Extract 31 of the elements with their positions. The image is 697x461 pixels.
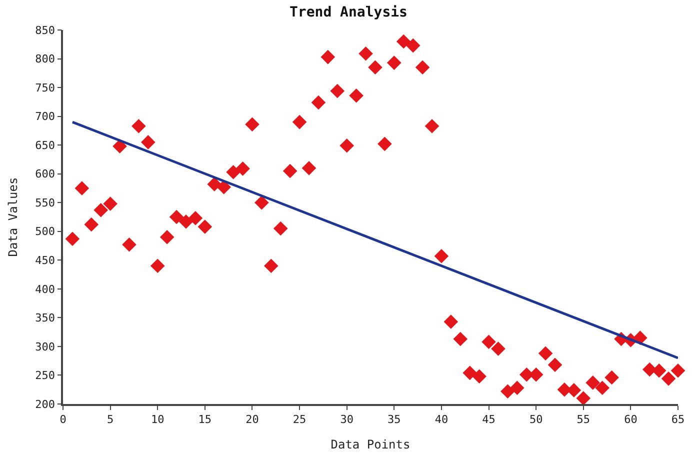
- x-tick-label: 50: [529, 412, 543, 426]
- x-tick-label: 5: [106, 412, 114, 426]
- y-tick-label: 450: [35, 254, 56, 267]
- y-tick-label: 250: [35, 369, 56, 382]
- x-tick-label: 0: [60, 412, 66, 426]
- y-tick-label: 750: [35, 81, 56, 94]
- x-tick-label: 10: [150, 412, 164, 426]
- x-tick-label: 30: [340, 412, 354, 426]
- x-tick-label: 15: [198, 412, 212, 426]
- y-tick-label: 650: [35, 138, 56, 152]
- x-axis-title: Data Points: [330, 437, 410, 452]
- x-tick-label: 60: [624, 412, 638, 426]
- y-tick-label: 850: [35, 24, 56, 37]
- y-tick-label: 400: [35, 282, 56, 296]
- y-tick-label: 500: [35, 225, 56, 238]
- chart-title: Trend Analysis: [289, 4, 408, 21]
- x-tick-label: 45: [482, 412, 496, 426]
- x-tick-label: 40: [434, 412, 448, 426]
- y-tick-label: 300: [35, 340, 56, 354]
- x-tick-label: 20: [246, 412, 259, 426]
- y-tick-label: 350: [35, 312, 56, 325]
- x-tick-label: 65: [671, 412, 685, 426]
- y-tick-label: 800: [35, 52, 56, 66]
- y-tick-label: 600: [35, 168, 56, 181]
- x-tick-label: 35: [388, 412, 401, 426]
- y-tick-label: 700: [35, 110, 56, 124]
- x-tick-label: 55: [576, 412, 590, 426]
- y-tick-label: 200: [35, 398, 56, 411]
- x-tick-label: 25: [292, 412, 306, 426]
- y-tick-label: 550: [35, 196, 56, 210]
- y-axis-title: Data Values: [6, 177, 20, 257]
